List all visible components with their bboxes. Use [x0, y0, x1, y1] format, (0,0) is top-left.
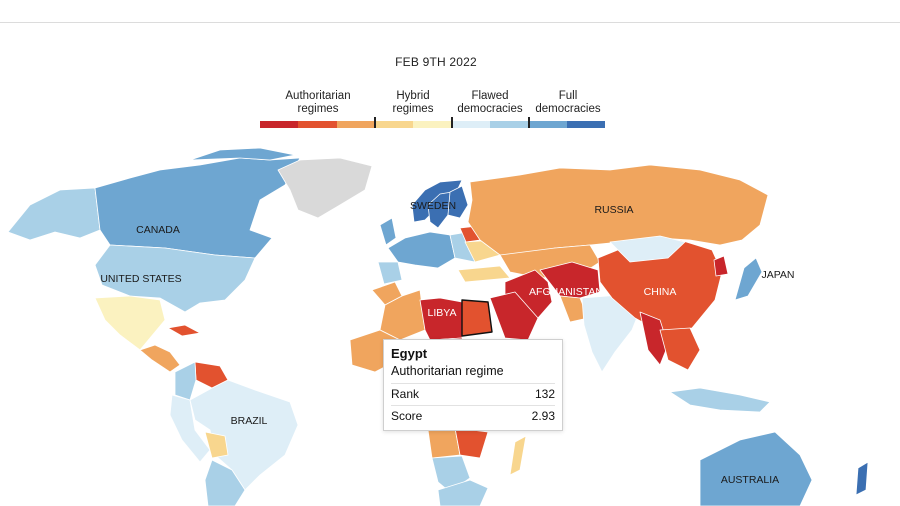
country-canada[interactable] — [94, 157, 301, 259]
top-divider — [0, 22, 900, 23]
legend-divider-3 — [528, 117, 530, 128]
country-southeast-asia[interactable] — [659, 327, 701, 371]
label-sweden: SWEDEN — [410, 200, 456, 212]
label-china: CHINA — [644, 286, 677, 298]
label-australia: AUSTRALIA — [721, 474, 779, 486]
legend-swatch-2 — [298, 121, 337, 128]
country-canada-islands[interactable] — [189, 147, 296, 161]
label-united-states: UNITED STATES — [100, 273, 181, 285]
legend-swatch-3 — [336, 121, 375, 128]
date-label: FEB 9TH 2022 — [395, 55, 477, 69]
legend-authoritarian: Authoritarian regimes — [277, 90, 359, 116]
tooltip-country-name: Egypt — [391, 346, 428, 361]
legend-swatch-5 — [413, 121, 452, 128]
country-tooltip: Egypt Authoritarian regime Rank 132 Scor… — [383, 339, 563, 431]
legend-swatch-7 — [489, 121, 529, 128]
legend-full-line2: democracies — [535, 103, 601, 115]
country-bolivia[interactable] — [204, 431, 229, 459]
country-angola[interactable] — [427, 427, 461, 459]
label-canada: CANADA — [136, 224, 180, 236]
tooltip-score-label: Score — [391, 409, 423, 423]
country-greenland — [277, 157, 373, 219]
tooltip-score-row: Score 2.93 — [391, 405, 555, 427]
country-saudi-arabia[interactable] — [489, 291, 539, 341]
legend-hybrid-line2: regimes — [392, 103, 434, 115]
country-peru[interactable] — [169, 394, 211, 463]
country-argentina[interactable] — [204, 459, 246, 506]
country-new-zealand[interactable] — [855, 461, 869, 496]
legend-flawed: Flawed democracies — [454, 90, 526, 116]
country-korea-north[interactable] — [713, 255, 729, 277]
legend-swatch-6 — [451, 121, 490, 128]
legend-swatch-4 — [374, 121, 414, 128]
tooltip-score-value: 2.93 — [531, 409, 555, 423]
legend-flawed-line2: democracies — [457, 103, 523, 115]
country-central-america[interactable] — [139, 344, 181, 373]
country-japan[interactable] — [734, 257, 763, 301]
legend-hybrid-line1: Hybrid — [396, 90, 430, 102]
country-libya[interactable] — [419, 297, 463, 341]
label-afghanistan: AFGHANISTAN — [529, 286, 603, 298]
label-russia: RUSSIA — [594, 204, 633, 216]
country-colombia[interactable] — [174, 361, 197, 401]
country-mexico[interactable] — [94, 295, 166, 351]
legend-authoritarian-line1: Authoritarian — [285, 90, 351, 102]
legend-full-line1: Full — [558, 90, 578, 102]
country-russia[interactable] — [467, 164, 769, 256]
country-iberia[interactable] — [377, 261, 403, 285]
tooltip-rank-row: Rank 132 — [391, 383, 555, 405]
country-madagascar[interactable] — [509, 435, 527, 476]
legend-swatch-8 — [528, 121, 567, 128]
tooltip-rank-label: Rank — [391, 387, 420, 401]
label-brazil: BRAZIL — [231, 415, 268, 427]
country-alaska[interactable] — [7, 187, 101, 241]
country-australia[interactable] — [699, 431, 813, 506]
country-united-states[interactable] — [94, 244, 256, 313]
country-indonesia[interactable] — [669, 387, 771, 413]
country-egypt[interactable] — [461, 299, 493, 337]
legend-divider-2 — [451, 117, 453, 128]
label-japan: JAPAN — [761, 269, 794, 281]
country-finland[interactable] — [447, 185, 469, 219]
country-cuba[interactable] — [167, 324, 201, 337]
country-mongolia[interactable] — [609, 235, 686, 263]
country-south-africa[interactable] — [437, 479, 489, 506]
legend-authoritarian-line2: regimes — [297, 103, 339, 115]
legend-full: Full democracies — [530, 90, 606, 116]
country-uk[interactable] — [379, 217, 397, 246]
legend-color-scale — [260, 121, 605, 128]
label-libya: LIBYA — [428, 307, 457, 319]
legend-swatch-9 — [566, 121, 605, 128]
country-myanmar[interactable] — [639, 311, 669, 366]
tooltip-rank-value: 132 — [534, 387, 555, 401]
legend-swatch-1 — [260, 121, 299, 128]
legend-hybrid: Hybrid regimes — [382, 90, 444, 116]
legend-flawed-line1: Flawed — [471, 90, 509, 102]
legend-divider-1 — [374, 117, 376, 128]
country-turkey[interactable] — [457, 265, 511, 283]
tooltip-regime-type: Authoritarian regime — [391, 364, 504, 378]
country-zambia-region[interactable] — [454, 427, 489, 459]
